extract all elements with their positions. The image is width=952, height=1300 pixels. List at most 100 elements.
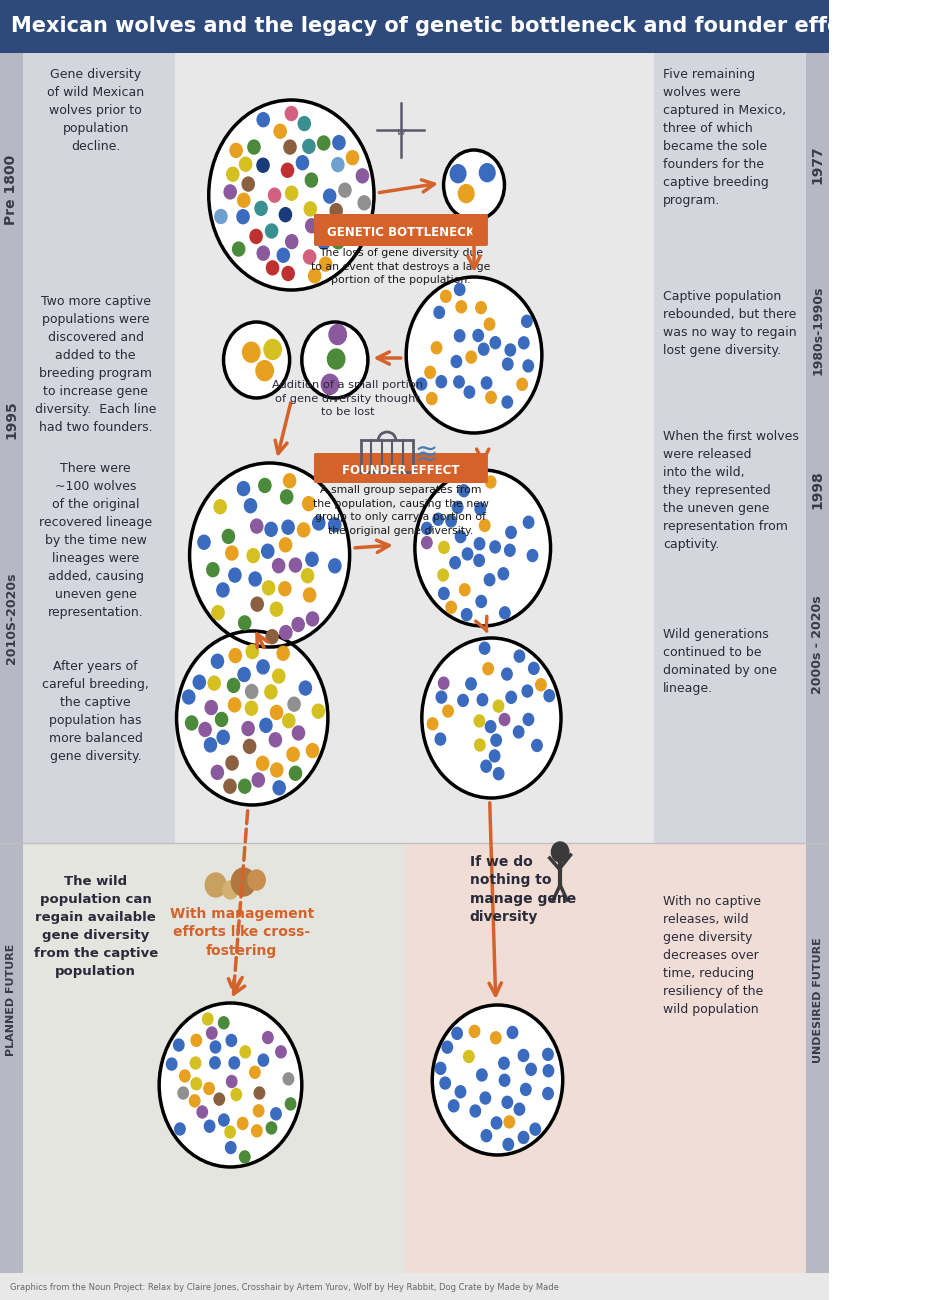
Circle shape (204, 738, 216, 751)
Circle shape (307, 612, 318, 625)
Circle shape (474, 538, 485, 550)
Text: GENETIC BOTTLENECK: GENETIC BOTTLENECK (327, 225, 474, 238)
Text: With no captive
releases, wild
gene diversity
decreases over
time, reducing
resi: With no captive releases, wild gene dive… (662, 894, 763, 1017)
Circle shape (464, 1050, 473, 1062)
Circle shape (223, 881, 238, 900)
Circle shape (523, 360, 533, 372)
Circle shape (279, 538, 291, 551)
Circle shape (265, 685, 277, 699)
Circle shape (246, 685, 257, 698)
Circle shape (438, 588, 448, 599)
Circle shape (167, 1058, 177, 1070)
Text: Gene diversity
of wild Mexican
wolves prior to
population
decline.: Gene diversity of wild Mexican wolves pr… (47, 68, 144, 153)
Circle shape (198, 536, 209, 549)
Circle shape (414, 471, 550, 627)
Circle shape (238, 616, 250, 630)
Circle shape (479, 642, 489, 654)
Circle shape (449, 556, 460, 568)
Circle shape (506, 692, 516, 703)
Text: The wild
population can
regain available
gene diversity
from the captive
populat: The wild population can regain available… (33, 875, 158, 978)
Text: PLANNED FUTURE: PLANNED FUTURE (7, 944, 16, 1056)
Circle shape (486, 391, 496, 403)
Circle shape (435, 733, 446, 745)
Circle shape (312, 705, 324, 718)
Circle shape (283, 1072, 293, 1086)
Circle shape (339, 183, 350, 198)
Circle shape (433, 307, 444, 318)
Circle shape (226, 546, 238, 560)
Circle shape (287, 747, 299, 762)
Text: 1995: 1995 (5, 400, 18, 439)
Circle shape (469, 1105, 480, 1117)
Circle shape (452, 502, 463, 514)
Circle shape (304, 202, 316, 216)
Circle shape (288, 697, 300, 711)
Text: Two more captive
populations were
discovered and
added to the
breeding program
t: Two more captive populations were discov… (35, 295, 156, 434)
Circle shape (473, 554, 484, 567)
Circle shape (535, 679, 545, 690)
Circle shape (272, 559, 285, 573)
Circle shape (217, 731, 229, 745)
Circle shape (280, 490, 292, 504)
Circle shape (282, 520, 294, 534)
Circle shape (279, 582, 290, 595)
Circle shape (448, 1100, 459, 1112)
Circle shape (476, 595, 486, 607)
Circle shape (282, 266, 294, 281)
Text: After years of
careful breeding,
the captive
population has
more balanced
gene d: After years of careful breeding, the cap… (42, 660, 149, 763)
Circle shape (274, 125, 286, 138)
Circle shape (431, 342, 442, 354)
Circle shape (270, 763, 283, 777)
Circle shape (239, 157, 251, 172)
Circle shape (275, 1046, 286, 1058)
Circle shape (485, 720, 495, 733)
Circle shape (174, 1123, 185, 1135)
Circle shape (484, 573, 494, 586)
Circle shape (457, 694, 467, 706)
Circle shape (286, 234, 297, 248)
Text: w: w (396, 127, 406, 136)
Circle shape (501, 668, 511, 680)
Circle shape (238, 779, 250, 793)
Circle shape (176, 630, 327, 805)
Circle shape (328, 559, 341, 573)
Circle shape (329, 204, 342, 217)
Circle shape (244, 499, 256, 512)
Circle shape (432, 514, 443, 525)
Circle shape (204, 1083, 214, 1095)
Circle shape (227, 1075, 237, 1088)
Circle shape (503, 1139, 513, 1150)
Circle shape (238, 667, 250, 681)
Circle shape (523, 516, 533, 528)
Circle shape (190, 1057, 201, 1069)
Text: ≋: ≋ (414, 441, 437, 469)
Circle shape (468, 1026, 479, 1037)
Circle shape (543, 1065, 553, 1076)
Circle shape (266, 629, 278, 644)
Circle shape (458, 185, 473, 203)
Circle shape (159, 1004, 302, 1167)
Text: 1977: 1977 (810, 146, 823, 185)
Circle shape (248, 572, 261, 586)
FancyBboxPatch shape (0, 0, 828, 53)
Circle shape (228, 679, 239, 693)
Circle shape (498, 568, 508, 580)
Circle shape (474, 715, 485, 727)
Circle shape (284, 473, 295, 488)
Circle shape (214, 209, 227, 224)
Circle shape (543, 1088, 553, 1100)
Circle shape (224, 322, 289, 398)
Circle shape (191, 1078, 201, 1089)
Circle shape (258, 1054, 268, 1066)
Circle shape (521, 316, 531, 328)
FancyBboxPatch shape (23, 842, 405, 1273)
Circle shape (297, 523, 309, 537)
Circle shape (226, 757, 238, 770)
Text: A small group separates from
the population, causing the new
group to only carry: A small group separates from the populat… (312, 485, 488, 536)
Circle shape (443, 705, 453, 718)
Circle shape (199, 723, 211, 737)
Text: Pre 1800: Pre 1800 (5, 155, 18, 225)
Circle shape (474, 738, 485, 751)
Circle shape (249, 1066, 260, 1078)
Circle shape (240, 1046, 250, 1058)
